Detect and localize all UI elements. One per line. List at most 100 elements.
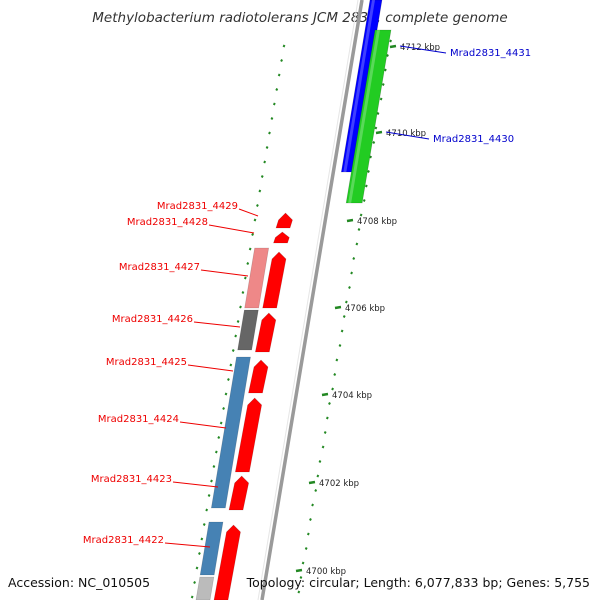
gene-label-Mrad2831_4428[interactable]: Mrad2831_4428: [127, 217, 208, 228]
scale-dot: [263, 160, 267, 164]
scale-dot: [376, 112, 380, 115]
scale-dot: [306, 532, 310, 536]
gene-label-leader: [200, 269, 249, 277]
scale-dot: [207, 494, 211, 497]
scale-dot: [348, 286, 351, 289]
gene-label-leader: [187, 364, 234, 372]
scale-dot: [227, 378, 230, 381]
gene-label-Mrad2831_4424[interactable]: Mrad2831_4424: [98, 414, 179, 425]
scale-dot: [248, 247, 252, 251]
gene-label-Mrad2831_4431[interactable]: Mrad2831_4431: [450, 48, 531, 59]
scale-dot: [352, 257, 356, 260]
cog-segment: [237, 309, 259, 351]
gene-label-Mrad2831_4422[interactable]: Mrad2831_4422: [83, 535, 164, 546]
reverse-gene-Mrad2831_4428[interactable]: [273, 231, 290, 244]
reverse-strand-track: [213, 212, 293, 600]
gene-label-leader: [164, 542, 211, 548]
accession-text: Accession: NC_010505: [8, 575, 150, 590]
gene-label-leader: [193, 321, 241, 328]
topology-text: Topology: circular; Length: 6,077,833 bp…: [246, 575, 590, 590]
gene-label-leader: [385, 131, 430, 140]
scale-ticks: 4712 kbp 4710 kbp 4708 kbp 4706 kbp 4704 kbp…: [190, 39, 440, 599]
scale-tick-label: 4712 kbp: [400, 43, 440, 53]
gene-label-Mrad2831_4429[interactable]: Mrad2831_4429: [157, 201, 238, 212]
scale-dot: [195, 566, 199, 570]
gene-label-Mrad2831_4425[interactable]: Mrad2831_4425: [106, 357, 187, 368]
scale-dot: [198, 552, 201, 555]
scale-tick-label: 4700 kbp: [306, 567, 346, 577]
gene-label-Mrad2831_4426[interactable]: Mrad2831_4426: [112, 314, 193, 325]
cog-segment: [244, 247, 270, 309]
cog-segment: [210, 356, 251, 509]
scale-dot: [299, 576, 303, 579]
cog-track: [195, 247, 270, 600]
scale-dot: [236, 320, 240, 323]
gene-label-leader: [179, 421, 227, 429]
scale-dot: [321, 445, 325, 449]
scale-dot: [265, 146, 269, 149]
scale-dot: [193, 581, 196, 584]
scale-dot: [205, 508, 209, 512]
scale-dot: [200, 537, 204, 541]
scale-dot: [338, 344, 342, 347]
scale-dot: [258, 189, 262, 193]
scale-tick-label: 4702 kbp: [319, 479, 359, 489]
scale-dot: [277, 73, 281, 77]
scale-major-tick: [308, 480, 316, 485]
scale-dot: [359, 213, 363, 217]
gene-label-Mrad2831_4423[interactable]: Mrad2831_4423: [91, 474, 172, 485]
scale-dot: [270, 117, 274, 120]
scale-dot: [253, 218, 257, 222]
genome-backbone: [257, 0, 364, 600]
gene-label-leader: [238, 208, 259, 217]
forward-strand-track: [340, 0, 392, 204]
scale-dot: [282, 44, 286, 48]
reverse-gene-Mrad2831_4425[interactable]: [248, 359, 269, 394]
scale-tick-label: 4706 kbp: [345, 304, 385, 314]
scale-dot: [335, 358, 339, 362]
forward-gene-Mrad2831_4430[interactable]: [345, 29, 392, 204]
gene-label-leader: [208, 224, 255, 234]
scale-major-tick: [346, 218, 354, 223]
reverse-gene-Mrad2831_4427[interactable]: [262, 251, 287, 309]
gene-label-leader: [399, 45, 447, 54]
scale-dot: [243, 276, 247, 280]
scale-dot: [231, 349, 235, 352]
scale-dot: [229, 363, 233, 367]
scale-dot: [268, 131, 271, 135]
scale-dot: [372, 141, 376, 144]
scale-dot: [301, 561, 305, 565]
gene-label-leader: [172, 481, 219, 488]
reverse-gene-Mrad2831_4424[interactable]: [234, 397, 262, 473]
scale-dot: [314, 489, 318, 492]
scale-dot: [355, 242, 359, 246]
scale-dot: [256, 204, 259, 207]
scale-dot: [280, 59, 283, 62]
scale-dot: [212, 465, 216, 468]
scale-dot: [340, 329, 344, 333]
scale-major-tick: [375, 130, 383, 135]
reverse-gene-Mrad2831_4426[interactable]: [254, 312, 277, 353]
scale-dot: [318, 460, 322, 463]
scale-dot: [260, 175, 264, 178]
scale-dot: [241, 291, 245, 294]
scale-dot: [239, 305, 242, 309]
scale-dot: [323, 431, 327, 434]
scale-dot: [190, 595, 194, 599]
scale-major-tick: [295, 568, 303, 573]
scale-dot: [383, 68, 387, 72]
scale-dot: [251, 233, 254, 236]
scale-dot: [350, 271, 354, 275]
reverse-gene-Mrad2831_4429[interactable]: [275, 212, 293, 229]
reverse-gene-Mrad2831_4423[interactable]: [228, 475, 249, 511]
gene-label-Mrad2831_4427[interactable]: Mrad2831_4427: [119, 262, 200, 273]
scale-dot: [333, 373, 337, 376]
cog-segment: [195, 576, 215, 600]
reverse-gene-Mrad2831_4422[interactable]: [213, 524, 241, 600]
scale-tick-label: 4704 kbp: [332, 391, 372, 401]
scale-major-tick: [321, 392, 329, 397]
scale-dot: [374, 126, 378, 130]
scale-dot: [331, 387, 334, 391]
gene-label-Mrad2831_4430[interactable]: Mrad2831_4430: [433, 134, 514, 145]
scale-dot: [325, 416, 329, 420]
